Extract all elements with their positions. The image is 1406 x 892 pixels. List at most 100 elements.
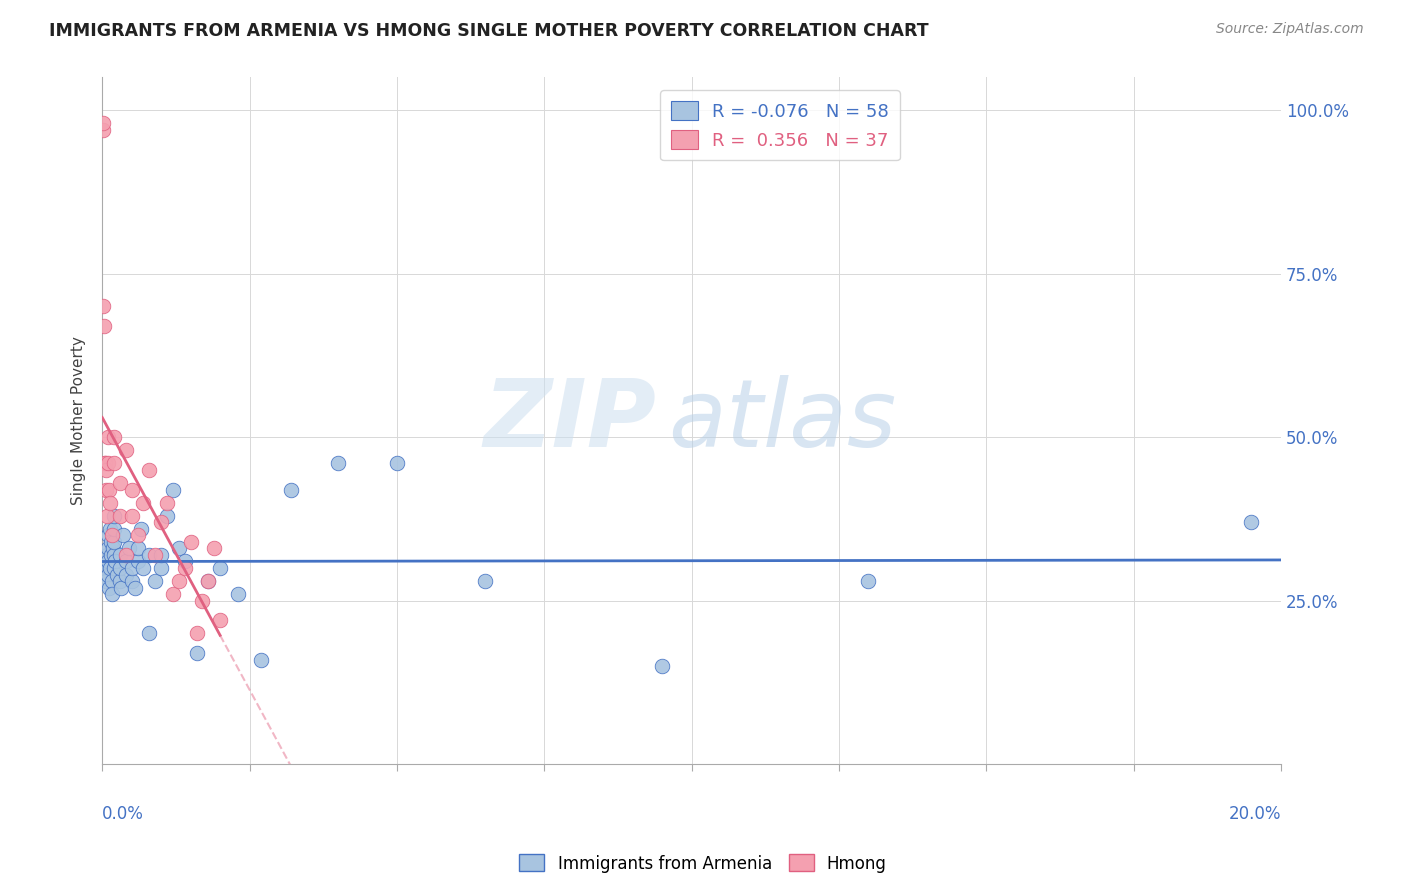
Point [97, 430, 120, 444]
Point [96, 574, 118, 588]
Point [114, 567, 136, 582]
Point [100, 534, 122, 549]
Point [100, 522, 122, 536]
Legend: Immigrants from Armenia, Hmong: Immigrants from Armenia, Hmong [513, 847, 893, 880]
Point [100, 495, 122, 509]
Point [226, 587, 249, 601]
Point [108, 574, 131, 588]
Point [132, 561, 155, 575]
Point [162, 587, 184, 601]
Point [121, 561, 143, 575]
Point [167, 574, 190, 588]
Point [197, 574, 219, 588]
Text: 0.0%: 0.0% [103, 805, 143, 823]
Point [101, 541, 124, 556]
Point [104, 554, 127, 568]
Point [326, 456, 349, 470]
Text: IMMIGRANTS FROM ARMENIA VS HMONG SINGLE MOTHER POVERTY CORRELATION CHART: IMMIGRANTS FROM ARMENIA VS HMONG SINGLE … [49, 22, 929, 40]
Point [100, 528, 122, 542]
Point [94, 463, 117, 477]
Point [150, 561, 173, 575]
Point [103, 430, 125, 444]
Legend: R = -0.076   N = 58, R =  0.356   N = 37: R = -0.076 N = 58, R = 0.356 N = 37 [659, 90, 900, 161]
Point [167, 541, 190, 556]
Point [96, 508, 118, 523]
Point [103, 508, 125, 523]
Point [97, 567, 120, 582]
Point [108, 475, 131, 490]
Point [98, 483, 121, 497]
Point [121, 483, 143, 497]
Point [96, 483, 118, 497]
Text: Source: ZipAtlas.com: Source: ZipAtlas.com [1216, 22, 1364, 37]
Point [156, 495, 179, 509]
Point [173, 561, 195, 575]
Point [91, 116, 114, 130]
Text: atlas: atlas [668, 376, 896, 467]
Point [127, 541, 149, 556]
Point [111, 528, 134, 542]
Point [98, 581, 121, 595]
Point [150, 548, 173, 562]
Point [96, 548, 118, 562]
Point [180, 534, 202, 549]
Point [97, 554, 120, 568]
Point [280, 483, 302, 497]
Point [103, 456, 125, 470]
Point [103, 548, 125, 562]
Point [97, 541, 120, 556]
Point [385, 456, 408, 470]
Point [127, 528, 149, 542]
Point [105, 567, 128, 582]
Point [191, 593, 214, 607]
Point [103, 534, 125, 549]
Point [101, 587, 124, 601]
Point [103, 522, 125, 536]
Point [100, 548, 122, 562]
Point [202, 541, 225, 556]
Point [121, 574, 143, 588]
Point [94, 561, 117, 575]
Point [103, 561, 125, 575]
Point [156, 508, 179, 523]
Point [138, 548, 160, 562]
Point [162, 483, 184, 497]
Point [138, 463, 160, 477]
Point [186, 646, 208, 660]
Point [93, 299, 115, 313]
Point [108, 548, 131, 562]
Point [173, 554, 195, 568]
Point [143, 574, 166, 588]
Point [108, 561, 131, 575]
Point [97, 456, 120, 470]
Point [91, 122, 114, 136]
Y-axis label: Single Mother Poverty: Single Mother Poverty [72, 336, 86, 505]
Point [129, 522, 152, 536]
Point [118, 541, 141, 556]
Point [127, 554, 149, 568]
Point [108, 508, 131, 523]
Point [132, 495, 155, 509]
Point [100, 574, 122, 588]
Point [93, 318, 115, 333]
Point [250, 652, 273, 666]
Point [150, 515, 173, 529]
Point [94, 456, 117, 470]
Point [197, 574, 219, 588]
Point [124, 581, 146, 595]
Point [474, 574, 496, 588]
Point [209, 613, 232, 627]
Text: 20.0%: 20.0% [1229, 805, 1281, 823]
Point [1240, 515, 1263, 529]
Point [110, 581, 132, 595]
Point [93, 456, 115, 470]
Point [114, 443, 136, 458]
Text: ZIP: ZIP [484, 375, 657, 467]
Point [858, 574, 880, 588]
Point [98, 561, 121, 575]
Point [186, 626, 208, 640]
Point [97, 528, 120, 542]
Point [209, 561, 232, 575]
Point [143, 548, 166, 562]
Point [651, 659, 673, 673]
